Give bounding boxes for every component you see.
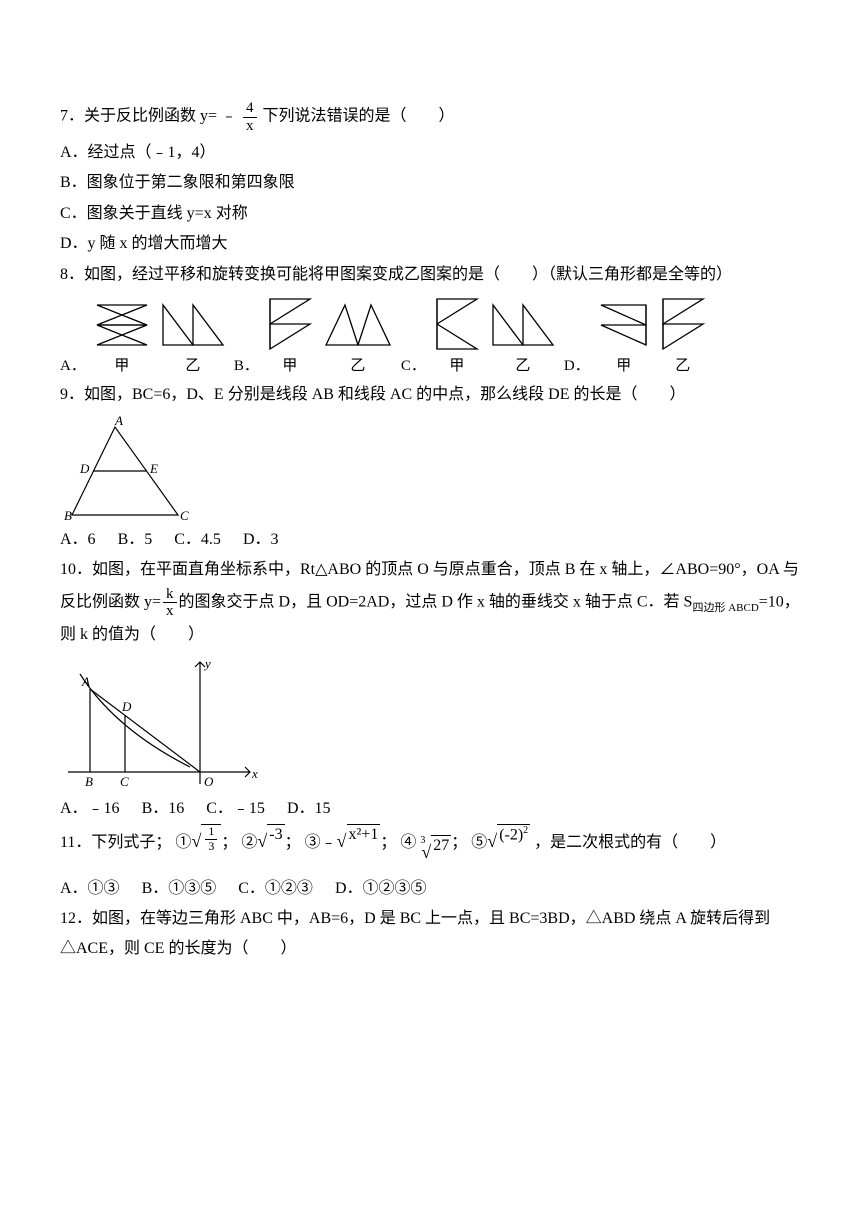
q8-d-yi: 乙 [658, 294, 708, 381]
q9-option-d: D．3 [243, 525, 279, 555]
q8-d-jia: 甲 [596, 300, 652, 381]
q10-stem-b: 的图象交于点 D，且 OD=2AD，过点 D 作 x 轴的垂线交 x 轴于点 C… [179, 593, 693, 610]
q8-c-jia: 甲 [432, 294, 482, 381]
svg-text:C: C [180, 508, 189, 523]
q7-stem-a: 7．关于反比例函数 y= ﹣ [60, 108, 237, 125]
q8-label-c: C． [401, 352, 426, 381]
svg-text:D: D [121, 699, 132, 714]
q8-label-b: B． [234, 352, 259, 381]
svg-text:E: E [149, 461, 158, 476]
q11-stem-b: ，是二次根式的有（ ） [534, 834, 726, 851]
q8-figures: A． 甲 乙 B． 甲 [60, 294, 800, 381]
svg-text:B: B [85, 774, 93, 789]
q8-b-jia: 甲 [265, 294, 315, 381]
q11-option-b: B．①③⑤ [142, 874, 217, 904]
q8-c-yi-svg [488, 300, 558, 352]
q8-c-jia-svg [432, 294, 482, 352]
q9-figure: A B C D E [60, 415, 800, 525]
question-8: 8．如图，经过平移和旋转变换可能将甲图案变成乙图案的是（ ）（默认三角形都是全等… [60, 260, 800, 290]
q11-expr-2: √-3 [257, 824, 284, 858]
q9-option-b: B．5 [118, 525, 153, 555]
q7-fraction: 4 x [243, 100, 257, 134]
svg-text:y: y [203, 656, 211, 671]
svg-text:x: x [251, 766, 258, 781]
q7-stem-b: 下列说法错误的是（ ） [263, 108, 455, 125]
q11-expr-5: √(-2)2 [487, 824, 530, 858]
q11-option-a: A．①③ [60, 874, 120, 904]
q8-label-d: D． [564, 352, 590, 381]
question-10: 10．如图，在平面直角坐标系中，Rt△ABO 的顶点 O 与原点重合，顶点 B … [60, 555, 800, 650]
q8-a-yi-svg [158, 300, 228, 352]
q11-options: A．①③ B．①③⑤ C．①②③ D．①②③⑤ [60, 874, 800, 904]
q11-expr-3: √x²+1 [337, 824, 381, 858]
q10-option-d: D．15 [287, 794, 331, 824]
q8-label-a: A． [60, 352, 86, 381]
q10-option-c: C．﹣15 [206, 794, 265, 824]
svg-text:D: D [79, 461, 90, 476]
q8-a-jia: 甲 [92, 300, 152, 381]
q11-c5: ⑤ [471, 834, 487, 851]
q7-option-a: A．经过点（﹣1，4） [60, 138, 800, 168]
q11-c3: ③ [305, 834, 321, 851]
q7-option-b: B．图象位于第二象限和第四象限 [60, 168, 800, 198]
question-12: 12．如图，在等边三角形 ABC 中，AB=6，D 是 BC 上一点，且 BC=… [60, 904, 800, 965]
svg-text:O: O [204, 774, 214, 789]
q7-option-d: D．y 随 x 的增大而增大 [60, 229, 800, 259]
svg-text:C: C [120, 774, 129, 789]
q10-figure: A D B C O x y [60, 654, 800, 794]
q7-option-c: C．图象关于直线 y=x 对称 [60, 199, 800, 229]
q11-option-c: C．①②③ [238, 874, 313, 904]
q10-options: A．﹣16 B．16 C．﹣15 D．15 [60, 794, 800, 824]
q11-c1: ① [175, 834, 191, 851]
q8-a-yi: 乙 [158, 300, 228, 381]
question-11: 11．下列式子； ①√13； ②√-3； ③﹣√x²+1； ④3√27； ⑤√(… [60, 824, 800, 869]
svg-text:B: B [64, 508, 72, 523]
q8-a-jia-svg [92, 300, 152, 352]
q8-d-jia-svg [596, 300, 652, 352]
q11-stem-a: 11．下列式子； [60, 834, 171, 851]
q11-c2: ② [241, 834, 257, 851]
svg-text:A: A [81, 674, 90, 689]
q8-b-yi-svg [321, 300, 395, 352]
q9-option-a: A．6 [60, 525, 96, 555]
q10-option-b: B．16 [142, 794, 185, 824]
q8-b-jia-svg [265, 294, 315, 352]
q9-options: A．6 B．5 C．4.5 D．3 [60, 525, 800, 555]
q8-d-yi-svg [658, 294, 708, 352]
q10-sub: 四边形 ABCD [692, 601, 758, 613]
q10-option-a: A．﹣16 [60, 794, 120, 824]
svg-text:A: A [114, 415, 123, 428]
question-7: 7．关于反比例函数 y= ﹣ 4 x 下列说法错误的是（ ） [60, 100, 800, 134]
q8-b-yi: 乙 [321, 300, 395, 381]
question-9: 9．如图，BC=6，D、E 分别是线段 AB 和线段 AC 的中点，那么线段 D… [60, 380, 800, 410]
q10-fraction: kx [163, 586, 177, 620]
q11-c4: ④ [400, 834, 416, 851]
q11-expr-1: √13 [191, 824, 221, 858]
q11-expr-4: 3√27 [416, 835, 451, 869]
q11-option-d: D．①②③⑤ [335, 874, 427, 904]
q8-c-yi: 乙 [488, 300, 558, 381]
q9-option-c: C．4.5 [174, 525, 221, 555]
